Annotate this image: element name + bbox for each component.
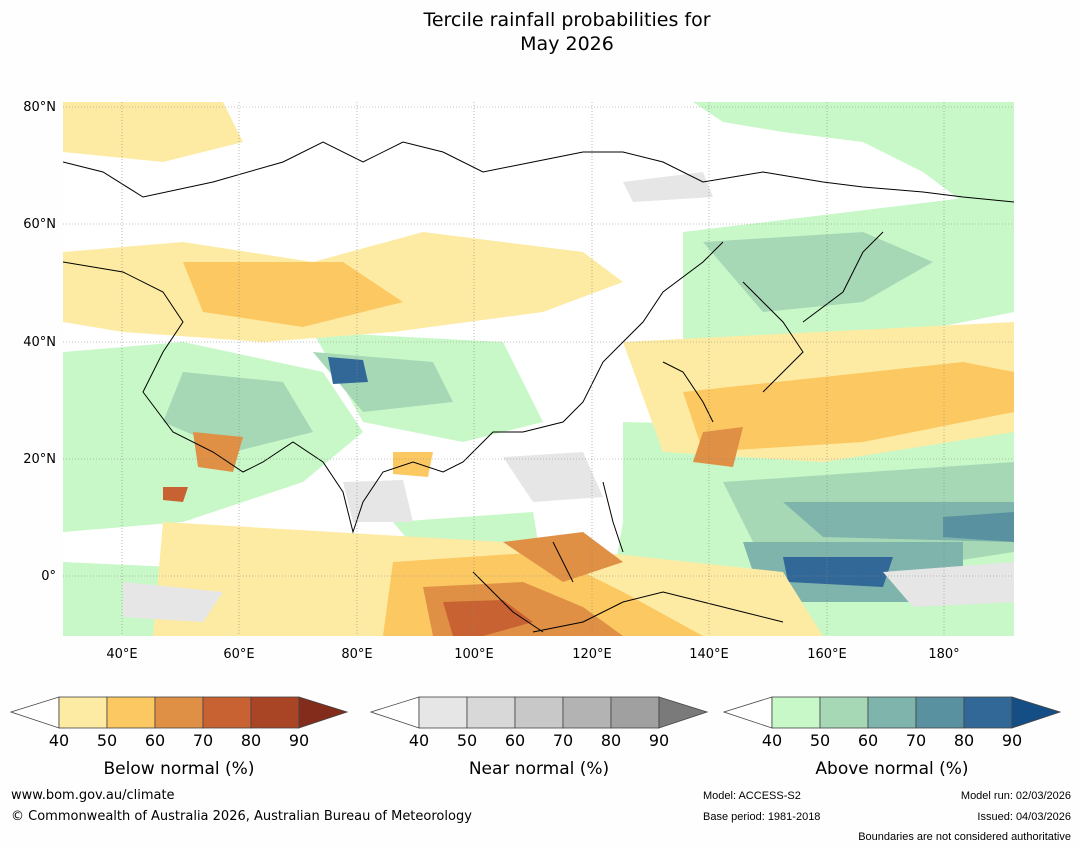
map-area: 80°N 60°N 40°N 20°N 0° 40°E 60°E 80°E 10… (0, 95, 1081, 675)
copyright-text: © Commonwealth of Australia 2026, Austra… (11, 809, 472, 824)
colorbar-swatch (562, 696, 612, 729)
colorbar-near-normal-swatches (369, 696, 709, 729)
colorbar-near-label: Near normal (%) (468, 759, 610, 779)
colorbar-swatch (915, 696, 965, 729)
colorbar-swatch (418, 696, 468, 729)
lat-label-80n: 80°N (23, 100, 56, 115)
tick-label: 50 (809, 731, 831, 750)
tick-label: 40 (408, 731, 430, 750)
lat-label-60n: 60°N (23, 217, 56, 232)
lon-label-120e: 120°E (572, 647, 612, 662)
colorbar-swatch (963, 696, 1013, 729)
below-normal-regions (63, 102, 1014, 636)
colorbar-below-label: Below normal (%) (103, 759, 255, 779)
tick-label: 80 (240, 731, 262, 750)
colorbar-swatch (1011, 696, 1062, 729)
tick-label: 70 (192, 731, 214, 750)
website-link[interactable]: www.bom.gov.au/climate (11, 788, 175, 803)
colorbar-swatch (154, 696, 204, 729)
title-line-1: Tercile rainfall probabilities for (423, 9, 711, 31)
lat-label-20n: 20°N (23, 452, 56, 467)
graticule (63, 102, 1014, 636)
tick-label: 80 (600, 731, 622, 750)
colorbar-above-label: Above normal (%) (815, 759, 969, 779)
tick-label: 60 (504, 731, 526, 750)
lon-label-180: 180° (928, 647, 960, 662)
colorbar-swatch (658, 696, 709, 729)
lat-label-0: 0° (41, 569, 56, 584)
colorbar-swatch (867, 696, 917, 729)
near-normal-regions (123, 172, 1014, 622)
boundaries-disclaimer: Boundaries are not considered authoritat… (858, 831, 1071, 843)
lon-label-160e: 160°E (807, 647, 847, 662)
colorbar-swatch (819, 696, 869, 729)
lon-label-60e: 60°E (223, 647, 255, 662)
issued-text: Issued: 04/03/2026 (977, 811, 1071, 823)
colorbar-swatch (202, 696, 252, 729)
model-text: Model: ACCESS-S2 (703, 790, 801, 802)
model-run-text: Model run: 02/03/2026 (960, 790, 1071, 802)
tick-label: 70 (905, 731, 927, 750)
colorbar-swatch (250, 696, 300, 729)
title-line-2: May 2026 (520, 33, 614, 55)
tick-label: 60 (857, 731, 879, 750)
map-title: Tercile rainfall probabilities for May 2… (0, 8, 1081, 56)
colorbar-swatch (58, 696, 108, 729)
tick-label: 50 (456, 731, 478, 750)
base-period-text: Base period: 1981-2018 (703, 811, 821, 823)
tick-label: 90 (288, 731, 310, 750)
tick-label: 60 (144, 731, 166, 750)
colorbar-below-normal-swatches (9, 696, 349, 729)
probability-map (63, 102, 1014, 636)
tick-label: 50 (96, 731, 118, 750)
colorbar-below-normal: 40 50 60 70 80 90 Below normal (%) (9, 695, 349, 779)
colorbar-swatch (514, 696, 564, 729)
lon-label-100e: 100°E (454, 647, 494, 662)
colorbar-swatch (106, 696, 156, 729)
tick-label: 40 (48, 731, 70, 750)
lon-label-140e: 140°E (689, 647, 729, 662)
colorbar-swatch (466, 696, 516, 729)
tick-label: 70 (552, 731, 574, 750)
lon-label-80e: 80°E (341, 647, 373, 662)
tick-label: 90 (1001, 731, 1023, 750)
colorbar-swatch (298, 696, 349, 729)
colorbar-above-normal: 40 50 60 70 80 90 Above normal (%) (722, 695, 1062, 779)
lat-label-40n: 40°N (23, 335, 56, 350)
map-frame (63, 102, 1014, 636)
colorbar-near-normal: 40 50 60 70 80 90 Near normal (%) (369, 695, 709, 779)
coastlines (63, 141, 1014, 633)
tick-label: 90 (648, 731, 670, 750)
colorbar-above-normal-swatches (722, 696, 1062, 729)
colorbar-swatch (610, 696, 660, 729)
tick-label: 40 (761, 731, 783, 750)
tick-label: 80 (953, 731, 975, 750)
colorbar-swatch (771, 696, 821, 729)
lon-label-40e: 40°E (106, 647, 138, 662)
